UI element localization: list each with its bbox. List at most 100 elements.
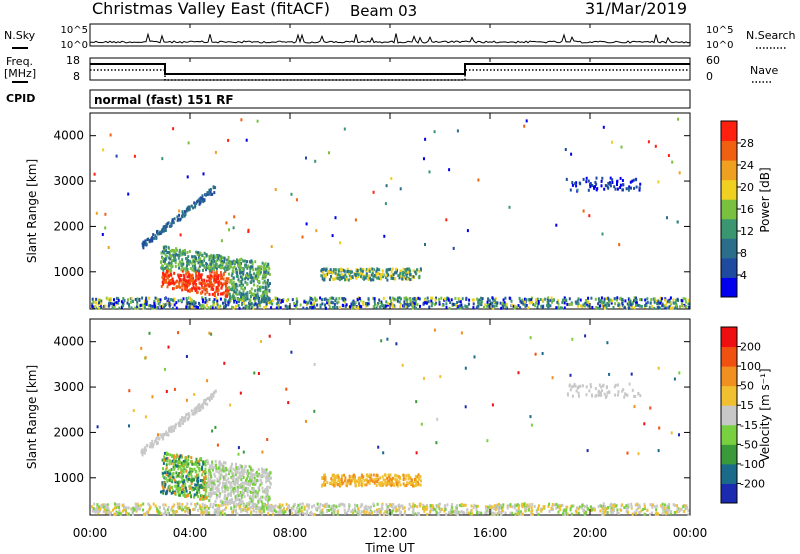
echo-point (185, 489, 188, 493)
echo-point (670, 431, 673, 435)
echo-point (194, 301, 197, 305)
echo-point (216, 275, 219, 279)
echo-point (403, 506, 406, 510)
echo-point (616, 508, 619, 512)
echo-point (142, 450, 145, 454)
echo-point (645, 304, 648, 308)
echo-point (199, 497, 202, 501)
echo-point (238, 290, 241, 294)
echo-point (128, 304, 131, 308)
echo-point (181, 490, 183, 494)
echo-point (278, 508, 281, 512)
freq-left-tick-bottom: 8 (73, 70, 80, 83)
echo-point (254, 299, 256, 303)
echo-point (445, 302, 448, 306)
echo-point (488, 504, 491, 508)
echo-point (381, 507, 384, 510)
echo-point (598, 304, 601, 308)
echo-point (405, 277, 407, 281)
echo-point (142, 502, 145, 506)
echo-point (493, 304, 496, 308)
echo-point (373, 302, 376, 306)
echo-point (196, 199, 199, 203)
echo-point (619, 297, 622, 301)
echo-point (622, 305, 625, 308)
echo-point (557, 302, 560, 306)
echo-point (254, 502, 257, 506)
echo-point (349, 305, 351, 309)
echo-point (186, 264, 188, 268)
echo-point (160, 284, 163, 288)
y-tick-label: 1000 (53, 471, 84, 485)
echo-point (246, 291, 249, 295)
echo-point (608, 390, 610, 394)
echo-point (243, 467, 246, 471)
echo-point (204, 288, 207, 292)
echo-point (221, 490, 224, 494)
echo-point (166, 251, 169, 254)
echo-point (152, 304, 154, 308)
echo-point (187, 412, 190, 416)
echo-point (601, 509, 604, 513)
echo-point (448, 168, 451, 172)
echo-point (257, 500, 260, 504)
echo-point (198, 301, 200, 305)
echo-point (608, 303, 611, 307)
echo-point (239, 298, 242, 302)
echo-point (204, 503, 207, 507)
echo-point (589, 185, 592, 189)
echo-point (501, 509, 504, 513)
echo-point (460, 510, 463, 513)
echo-point (416, 475, 419, 479)
echo-point (636, 503, 639, 506)
echo-point (165, 273, 168, 276)
echo-point (173, 255, 175, 259)
echo-point (210, 393, 213, 397)
echo-point (233, 487, 236, 490)
echo-point (280, 510, 283, 514)
echo-point (355, 269, 358, 273)
echo-point (197, 256, 200, 260)
echo-point (407, 477, 410, 481)
echo-point (221, 283, 224, 287)
echo-point (201, 279, 204, 283)
echo-point (224, 280, 227, 283)
echo-point (142, 244, 145, 247)
echo-point (340, 276, 343, 280)
echo-point (187, 255, 190, 259)
echo-point (385, 508, 388, 512)
echo-point (577, 391, 580, 395)
echo-point (237, 264, 240, 268)
echo-point (557, 299, 559, 303)
echo-point (677, 117, 680, 121)
echo-point (626, 451, 629, 455)
echo-point (231, 462, 233, 466)
echo-point (403, 296, 406, 300)
echo-point (232, 486, 235, 490)
echo-point (163, 458, 166, 462)
echo-point (115, 512, 118, 516)
echo-point (264, 488, 267, 492)
echo-point (187, 283, 190, 287)
echo-point (373, 299, 376, 303)
echo-point (145, 296, 148, 300)
echo-point (509, 504, 512, 508)
echo-point (197, 479, 200, 483)
echo-point (564, 512, 567, 516)
echo-point (181, 250, 184, 254)
echo-point (187, 262, 190, 266)
echo-point (476, 504, 479, 508)
echo-point (336, 512, 339, 516)
echo-point (617, 390, 620, 394)
echo-point (207, 511, 210, 515)
echo-point (249, 290, 251, 293)
echo-point (382, 482, 385, 486)
echo-point (633, 299, 635, 303)
echo-point (591, 305, 594, 309)
echo-point (390, 478, 393, 482)
echo-point (663, 305, 666, 309)
echo-point (214, 389, 217, 393)
echo-point (392, 508, 395, 512)
